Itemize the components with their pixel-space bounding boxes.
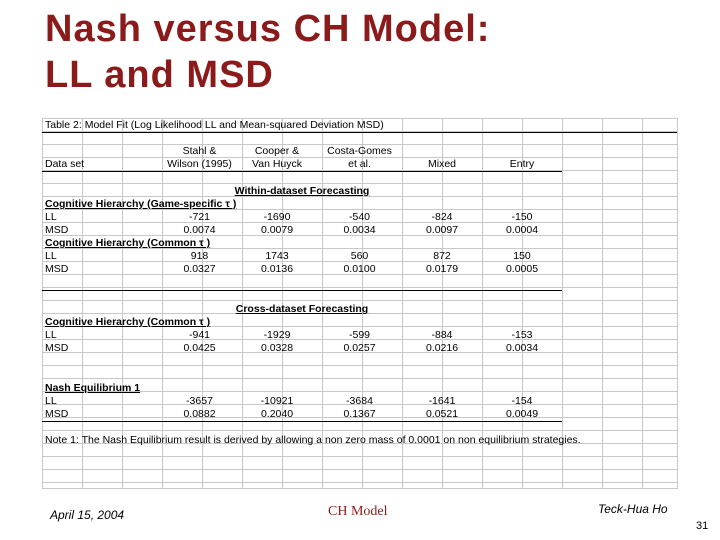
cell-value: -150 <box>511 211 533 223</box>
page-number: 31 <box>696 520 709 532</box>
table-caption-row: Table 2: Model Fit (Log Likelihood LL an… <box>42 119 677 132</box>
row-label: LL <box>45 250 57 262</box>
col-header-wilson: Wilson (1995) <box>167 158 232 170</box>
table-row: LL -721 -1690 -540 -824 -150 <box>42 211 677 224</box>
col-header-mixed: Mixed <box>427 158 456 170</box>
table-row: MSD 0.0882 0.2040 0.1367 0.0521 0.0049 <box>42 408 677 421</box>
cell-value: 560 <box>350 250 369 262</box>
cell-value: -1641 <box>428 395 456 407</box>
cell-value: 0.0034 <box>505 342 539 354</box>
table-row: LL -3657 -10921 -3684 -1641 -154 <box>42 395 677 408</box>
cross-section-title: Cross-dataset Forecasting <box>235 303 369 315</box>
section-rule <box>42 290 562 291</box>
cell-value: 0.0521 <box>425 408 459 420</box>
cell-value: 1743 <box>265 250 289 262</box>
cell-value: -154 <box>511 395 533 407</box>
cell-value: -599 <box>348 329 370 341</box>
header-rule <box>42 171 562 172</box>
cell-value: 0.0100 <box>343 263 376 275</box>
row-label: LL <box>45 395 57 407</box>
ch-common-title-row: Cognitive Hierarchy (Common τ ) <box>42 237 677 250</box>
table-row: MSD 0.0074 0.0079 0.0034 0.0097 0.0004 <box>42 224 677 237</box>
ch-game-title: Cognitive Hierarchy (Game-specific τ ) <box>45 198 237 210</box>
within-section-row: Within-dataset Forecasting <box>42 185 677 198</box>
cell-value: -3684 <box>346 395 373 407</box>
cell-value: -941 <box>188 329 210 341</box>
cell-value: 0.0079 <box>260 224 294 236</box>
cell-value: 0.0097 <box>425 224 459 236</box>
cell-value: 0.0074 <box>183 224 216 236</box>
cell-value: -721 <box>188 211 210 223</box>
cross-ch-title-row: Cognitive Hierarchy (Common τ ) <box>42 316 677 329</box>
cell-value: 0.0425 <box>183 342 216 354</box>
cell-value: 0.2040 <box>260 408 294 420</box>
cross-ch-title: Cognitive Hierarchy (Common τ ) <box>45 316 211 328</box>
ch-common-title: Cognitive Hierarchy (Common τ ) <box>45 237 211 249</box>
cell-value: 0.0882 <box>183 408 216 420</box>
cell-value: 0.0179 <box>425 263 459 275</box>
col-header-stahl: Stahl & <box>182 145 217 157</box>
cell-value: 0.0327 <box>183 263 216 275</box>
cell-value: 0.0034 <box>343 224 376 236</box>
row-label: MSD <box>45 408 69 420</box>
col-header-entry: Entry <box>509 158 535 170</box>
table-caption: Table 2: Model Fit (Log Likelihood LL an… <box>45 119 384 131</box>
within-section-title: Within-dataset Forecasting <box>234 185 370 197</box>
row-label: MSD <box>45 342 69 354</box>
nash-rule <box>42 421 562 422</box>
table-row: MSD 0.0425 0.0328 0.0257 0.0216 0.0034 <box>42 342 677 355</box>
cell-value: 872 <box>433 250 451 262</box>
table-row: MSD 0.0327 0.0136 0.0100 0.0179 0.0005 <box>42 263 677 276</box>
cell-value: 0.0049 <box>505 408 539 420</box>
col-header-vanhuyck: Van Huyck <box>252 158 302 170</box>
table-note: Note 1: The Nash Equilibrium result is d… <box>45 434 581 446</box>
cell-value: 918 <box>190 250 209 262</box>
col-header-etal: et al. <box>348 158 371 170</box>
cell-value: -10921 <box>260 395 294 407</box>
cell-value: 0.0005 <box>505 263 539 275</box>
slide-title: Nash versus CH Model: LL and MSD <box>45 6 685 98</box>
cell-value: -3657 <box>186 395 213 407</box>
col-header-cooper: Cooper & <box>254 145 300 157</box>
footer-date: April 15, 2004 <box>50 508 125 522</box>
cell-value: -1690 <box>263 211 291 223</box>
cell-value: -1929 <box>263 329 291 341</box>
table-row: LL 918 1743 560 872 150 <box>42 250 677 263</box>
nash-title: Nash Equilibrium 1 <box>45 382 141 394</box>
caption-rule <box>42 132 677 133</box>
row-label: LL <box>45 211 57 223</box>
table-row: LL -941 -1929 -599 -884 -153 <box>42 329 677 342</box>
cell-value: -884 <box>431 329 453 341</box>
cell-value: 0.1367 <box>343 408 376 420</box>
header-row-bottom: Data set Wilson (1995) Van Huyck et al. … <box>42 158 677 171</box>
cell-value: -153 <box>511 329 533 341</box>
cell-value: -540 <box>348 211 370 223</box>
cell-value: -824 <box>431 211 453 223</box>
nash-title-row: Nash Equilibrium 1 <box>42 382 677 395</box>
cell-value: 0.0004 <box>505 224 539 236</box>
ch-game-title-row: Cognitive Hierarchy (Game-specific τ ) <box>42 198 677 211</box>
col-header-dataset: Data set <box>45 158 85 170</box>
row-label: MSD <box>45 263 69 275</box>
cell-value: 0.0216 <box>425 342 459 354</box>
slide-title-line1: Nash versus CH Model: <box>45 8 491 50</box>
cell-value: 150 <box>513 250 531 262</box>
row-label: MSD <box>45 224 69 236</box>
slide-title-line2: LL and MSD <box>45 54 274 96</box>
cross-section-row: Cross-dataset Forecasting <box>42 303 677 316</box>
col-header-costa: Costa-Gomes <box>327 145 392 157</box>
cell-value: 0.0328 <box>260 342 294 354</box>
header-row-top: Stahl & Cooper & Costa-Gomes <box>42 145 677 158</box>
cell-value: 0.0136 <box>260 263 294 275</box>
note-row: Note 1: The Nash Equilibrium result is d… <box>42 434 677 447</box>
footer-center: CH Model <box>328 504 388 519</box>
spreadsheet-grid <box>42 118 678 489</box>
footer-author: Teck-Hua Ho <box>598 502 668 516</box>
cell-value: 0.0257 <box>343 342 376 354</box>
row-label: LL <box>45 329 57 341</box>
